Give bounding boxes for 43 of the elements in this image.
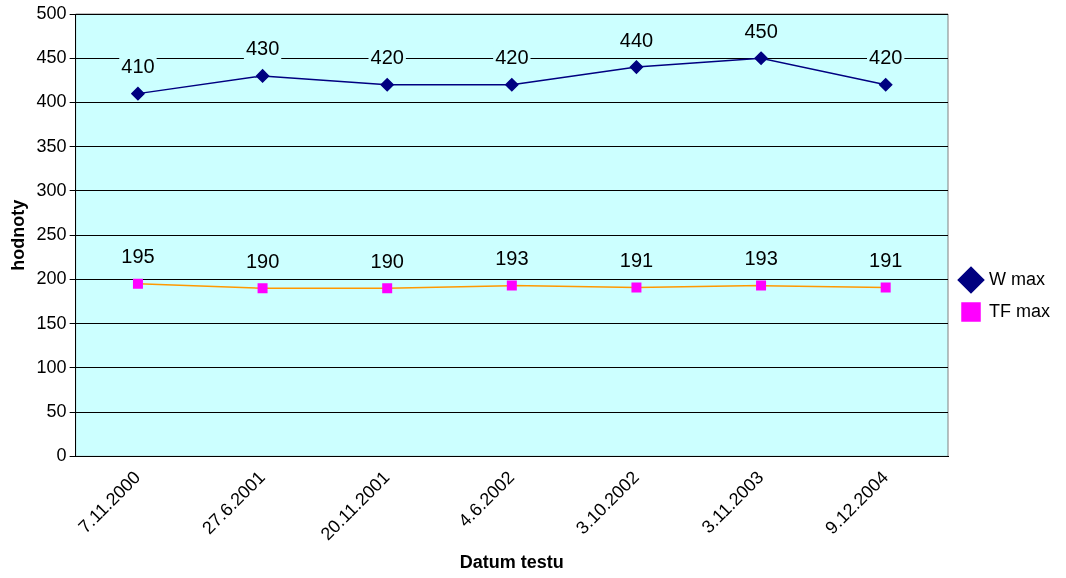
- y-tick-label: 0: [56, 445, 67, 466]
- y-tick-label: 450: [36, 47, 67, 68]
- data-label: 195: [121, 245, 155, 268]
- point: [631, 282, 642, 293]
- point: [629, 60, 644, 74]
- data-label: 191: [619, 248, 654, 271]
- data-label: 420: [869, 46, 903, 69]
- data-label: 193: [744, 247, 778, 270]
- data-label: 420: [495, 46, 529, 69]
- legend-label: TF max: [989, 300, 1050, 321]
- y-tick-label: 100: [36, 356, 67, 377]
- y-tick-label: 500: [36, 2, 67, 23]
- x-axis-title: Datum testu: [459, 552, 564, 573]
- point: [382, 283, 393, 294]
- legend-label: W max: [989, 268, 1045, 289]
- y-axis-title: hodnoty: [7, 199, 28, 271]
- data-label: 420: [370, 46, 404, 69]
- point: [505, 78, 519, 92]
- point: [257, 283, 268, 294]
- data-label: 190: [370, 249, 404, 272]
- y-tick-label: 400: [36, 91, 67, 112]
- data-label: 191: [869, 248, 903, 271]
- y-tick-label: 350: [36, 135, 67, 156]
- data-label: 430: [245, 37, 280, 60]
- point: [132, 278, 143, 289]
- y-tick-label: 150: [36, 312, 67, 333]
- point: [756, 280, 767, 291]
- point: [131, 86, 145, 101]
- data-label: 193: [495, 247, 529, 270]
- data-label: 450: [744, 19, 778, 42]
- point: [880, 282, 891, 293]
- point: [380, 78, 394, 92]
- data-label: 410: [121, 55, 155, 78]
- point: [754, 51, 768, 65]
- y-tick-label: 250: [36, 224, 67, 245]
- data-label: 190: [245, 249, 280, 272]
- point: [506, 280, 517, 291]
- point: [878, 78, 893, 92]
- y-tick-label: 200: [36, 268, 67, 289]
- y-tick-label: 50: [46, 401, 67, 422]
- data-label: 440: [619, 28, 654, 51]
- point: [255, 69, 270, 83]
- y-tick-label: 300: [36, 179, 67, 200]
